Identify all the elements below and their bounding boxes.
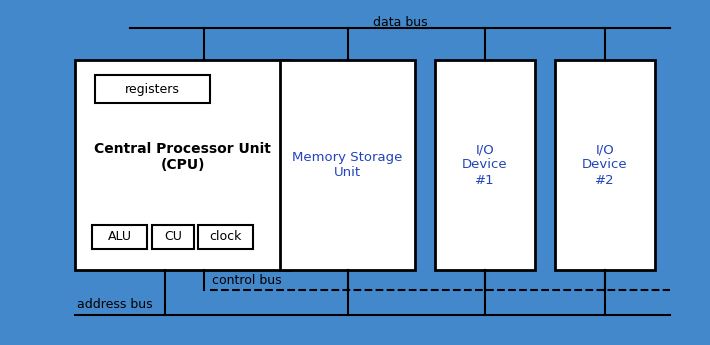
Text: ALU: ALU [107, 230, 131, 244]
Text: Memory Storage
Unit: Memory Storage Unit [293, 151, 403, 179]
Bar [555, 60, 655, 270]
Text: data bus: data bus [373, 16, 427, 29]
Text: clock: clock [209, 230, 241, 244]
Text: I/O
Device
#1: I/O Device #1 [462, 144, 508, 187]
Bar [435, 60, 535, 270]
Text: CU: CU [164, 230, 182, 244]
Text: registers: registers [125, 82, 180, 96]
Text: Central Processor Unit
(CPU): Central Processor Unit (CPU) [94, 141, 271, 172]
Text: I/O
Device
#2: I/O Device #2 [582, 144, 628, 187]
Bar [92, 225, 147, 249]
Bar [75, 60, 290, 270]
Text: address bus: address bus [77, 298, 153, 312]
Bar [95, 75, 210, 103]
Text: control bus: control bus [212, 274, 282, 286]
Bar [280, 60, 415, 270]
Bar [152, 225, 194, 249]
Bar [198, 225, 253, 249]
